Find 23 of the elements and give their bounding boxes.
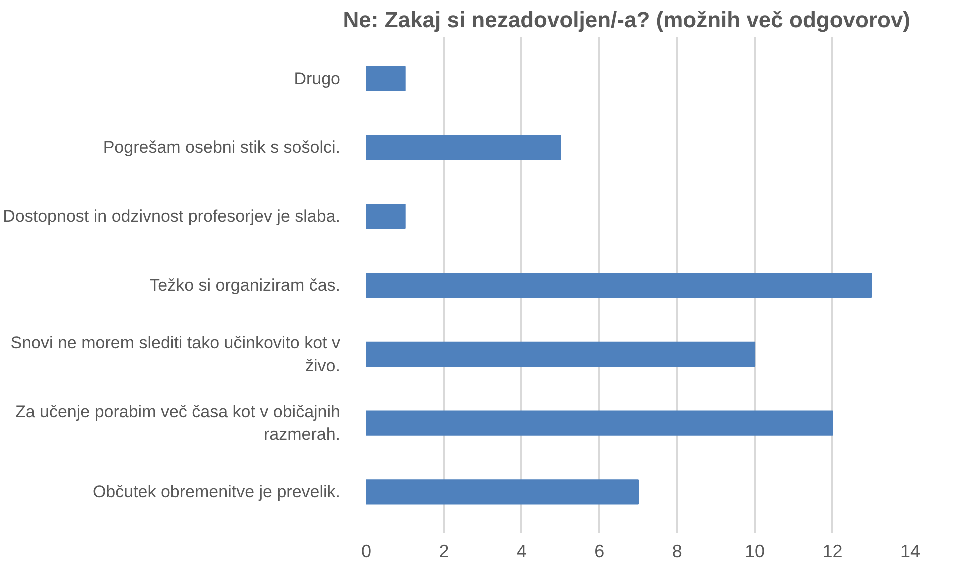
- x-tick-label: 10: [745, 542, 766, 562]
- y-tick-label: Pogrešam osebni stik s sošolci.: [103, 138, 341, 158]
- x-tick-label: 2: [439, 542, 450, 562]
- y-tick-label: Težko si organiziram čas.: [150, 276, 340, 295]
- y-tick-label: Za učenje porabim več časa kot v običajnih razmerah.: [15, 402, 341, 444]
- bar: [366, 410, 834, 436]
- x-tick-label: 12: [822, 542, 843, 562]
- bar: [366, 342, 756, 367]
- bar: [366, 204, 406, 230]
- bar: [366, 480, 639, 505]
- x-tick-label: 0: [361, 542, 372, 562]
- bar: [366, 66, 406, 92]
- x-tick-label: 14: [900, 542, 921, 562]
- bar: [366, 272, 872, 298]
- y-tick-label: Snovi ne morem slediti tako učinkovito kot v živo.: [10, 333, 341, 376]
- chart-title: Ne: Zakaj si nezadovoljen/-a? (možnih več odgovorov): [343, 8, 911, 32]
- bar: [366, 135, 562, 160]
- x-tick-label: 6: [594, 542, 605, 562]
- y-tick-label: Drugo: [294, 69, 341, 88]
- y-tick-label: Dostopnost in odzivnost profesorjev je slaba.: [3, 207, 341, 226]
- x-tick-label: 8: [672, 542, 682, 562]
- x-tick-label: 4: [516, 542, 527, 562]
- y-tick-label: Občutek obremenitve je prevelik.: [92, 482, 340, 502]
